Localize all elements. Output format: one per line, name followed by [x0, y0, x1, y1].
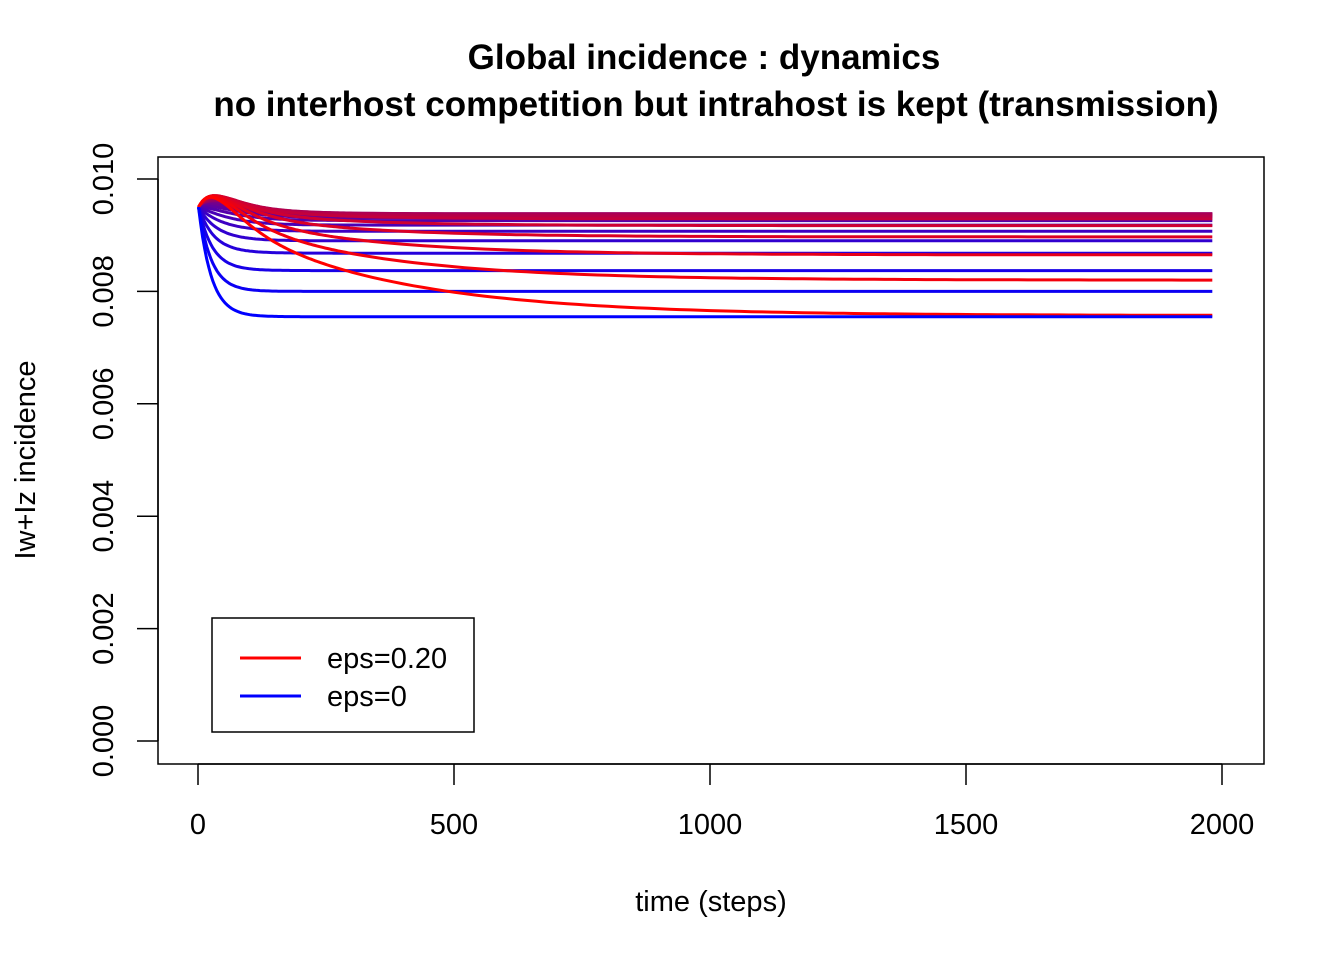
series-line — [197, 195, 1213, 317]
y-tick-label: 0.008 — [88, 255, 120, 328]
legend-box — [211, 617, 475, 733]
series-line — [197, 206, 1213, 255]
series-line — [197, 196, 1213, 216]
x-tick-label: 1500 — [934, 809, 999, 841]
x-tick-label: 500 — [430, 809, 478, 841]
chart-title: Global incidence : dynamics — [468, 38, 941, 77]
x-tick-label: 1000 — [678, 809, 743, 841]
y-axis-label: Iw+Iz incidence — [10, 360, 42, 559]
series-line — [197, 194, 1213, 257]
x-axis: 0 500 1000 1500 2000 — [190, 763, 1255, 841]
series-line — [197, 194, 1213, 239]
y-tick-label: 0.002 — [88, 592, 120, 665]
series-line — [197, 206, 1213, 243]
chart-subtitle: no interhost competition but intrahost i… — [213, 85, 1218, 124]
y-tick-label: 0.000 — [88, 705, 120, 778]
y-tick-label: 0.006 — [88, 368, 120, 441]
x-tick-label: 2000 — [1190, 809, 1255, 841]
legend-label: eps=0.20 — [327, 643, 447, 675]
series-line — [197, 206, 1213, 293]
legend-label: eps=0 — [327, 681, 407, 713]
series-line — [197, 206, 1213, 273]
series-line — [197, 206, 1213, 319]
y-axis: 0.000 0.002 0.004 0.006 0.008 0.010 — [88, 143, 159, 778]
series-line — [198, 205, 1213, 223]
series-line — [197, 197, 1213, 216]
x-axis-label: time (steps) — [635, 886, 786, 918]
legend: eps=0.20 eps=0 — [211, 617, 475, 733]
y-tick-label: 0.004 — [88, 480, 120, 553]
y-tick-label: 0.010 — [88, 143, 120, 216]
series-group — [197, 194, 1213, 319]
x-tick-label: 0 — [190, 809, 206, 841]
series-line — [197, 194, 1213, 228]
series-line — [197, 195, 1213, 282]
